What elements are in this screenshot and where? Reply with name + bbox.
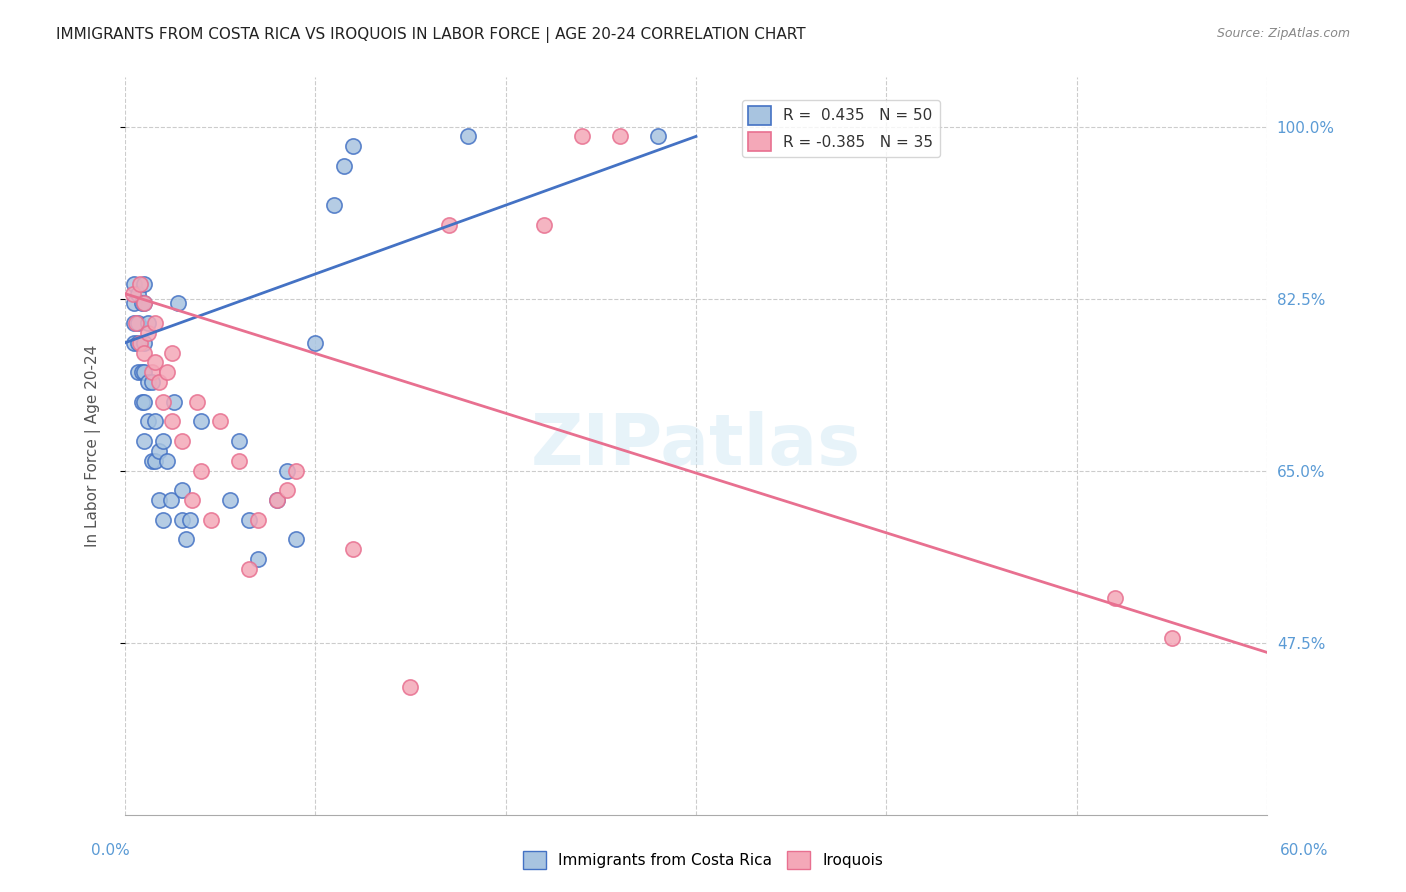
Text: 60.0%: 60.0% <box>1281 843 1329 858</box>
Point <box>228 454 250 468</box>
Text: IMMIGRANTS FROM COSTA RICA VS IROQUOIS IN LABOR FORCE | AGE 20-24 CORRELATION CH: IMMIGRANTS FROM COSTA RICA VS IROQUOIS I… <box>56 27 806 43</box>
Point <box>127 335 149 350</box>
Point <box>136 326 159 340</box>
Point <box>148 493 170 508</box>
Point <box>132 365 155 379</box>
Point <box>174 533 197 547</box>
Point <box>152 513 174 527</box>
Point <box>145 454 167 468</box>
Point <box>132 335 155 350</box>
Point <box>238 513 260 527</box>
Point <box>152 394 174 409</box>
Point <box>437 218 460 232</box>
Point <box>167 296 190 310</box>
Point <box>124 316 146 330</box>
Point <box>170 434 193 448</box>
Point <box>132 277 155 291</box>
Text: ZIPatlas: ZIPatlas <box>531 411 860 481</box>
Point <box>132 345 155 359</box>
Point <box>399 680 422 694</box>
Point <box>170 483 193 498</box>
Point <box>136 414 159 428</box>
Point <box>141 365 163 379</box>
Point <box>162 414 184 428</box>
Point <box>609 129 631 144</box>
Point <box>156 454 179 468</box>
Point <box>129 277 152 291</box>
Point <box>247 513 270 527</box>
Text: Source: ZipAtlas.com: Source: ZipAtlas.com <box>1216 27 1350 40</box>
Point <box>156 365 179 379</box>
Point <box>200 513 222 527</box>
Point <box>304 335 326 350</box>
Point <box>228 434 250 448</box>
Point <box>127 316 149 330</box>
Point <box>132 434 155 448</box>
Point <box>136 316 159 330</box>
Point <box>136 375 159 389</box>
Point <box>457 129 479 144</box>
Point <box>141 375 163 389</box>
Point <box>323 198 346 212</box>
Point <box>276 483 298 498</box>
Point <box>238 562 260 576</box>
Point <box>145 316 167 330</box>
Point <box>163 394 186 409</box>
Point <box>266 493 288 508</box>
Point <box>148 375 170 389</box>
Point <box>124 335 146 350</box>
Point <box>148 444 170 458</box>
Point <box>266 493 288 508</box>
Point <box>127 286 149 301</box>
Point <box>571 129 593 144</box>
Point <box>1104 591 1126 606</box>
Point <box>131 296 153 310</box>
Point <box>162 345 184 359</box>
Point <box>132 296 155 310</box>
Text: 0.0%: 0.0% <box>91 843 131 858</box>
Point <box>132 394 155 409</box>
Point <box>170 513 193 527</box>
Point <box>190 464 212 478</box>
Point <box>132 296 155 310</box>
Point <box>145 355 167 369</box>
Point <box>159 493 181 508</box>
Point <box>180 493 202 508</box>
Point <box>125 316 148 330</box>
Point <box>285 464 308 478</box>
Point <box>342 139 364 153</box>
Point <box>247 552 270 566</box>
Point <box>285 533 308 547</box>
Point <box>647 129 669 144</box>
Point <box>218 493 240 508</box>
Point <box>121 286 143 301</box>
Point <box>533 218 555 232</box>
Point <box>333 159 356 173</box>
Point <box>186 394 208 409</box>
Point <box>141 454 163 468</box>
Legend: Immigrants from Costa Rica, Iroquois: Immigrants from Costa Rica, Iroquois <box>516 845 890 875</box>
Point <box>209 414 232 428</box>
Legend: R =  0.435   N = 50, R = -0.385   N = 35: R = 0.435 N = 50, R = -0.385 N = 35 <box>742 100 939 157</box>
Point <box>342 542 364 557</box>
Y-axis label: In Labor Force | Age 20-24: In Labor Force | Age 20-24 <box>86 345 101 547</box>
Point <box>131 365 153 379</box>
Point <box>129 335 152 350</box>
Point <box>1160 631 1182 645</box>
Point <box>145 414 167 428</box>
Point <box>190 414 212 428</box>
Point <box>131 394 153 409</box>
Point <box>124 277 146 291</box>
Point <box>179 513 201 527</box>
Point <box>124 296 146 310</box>
Point <box>152 434 174 448</box>
Point <box>127 365 149 379</box>
Point <box>276 464 298 478</box>
